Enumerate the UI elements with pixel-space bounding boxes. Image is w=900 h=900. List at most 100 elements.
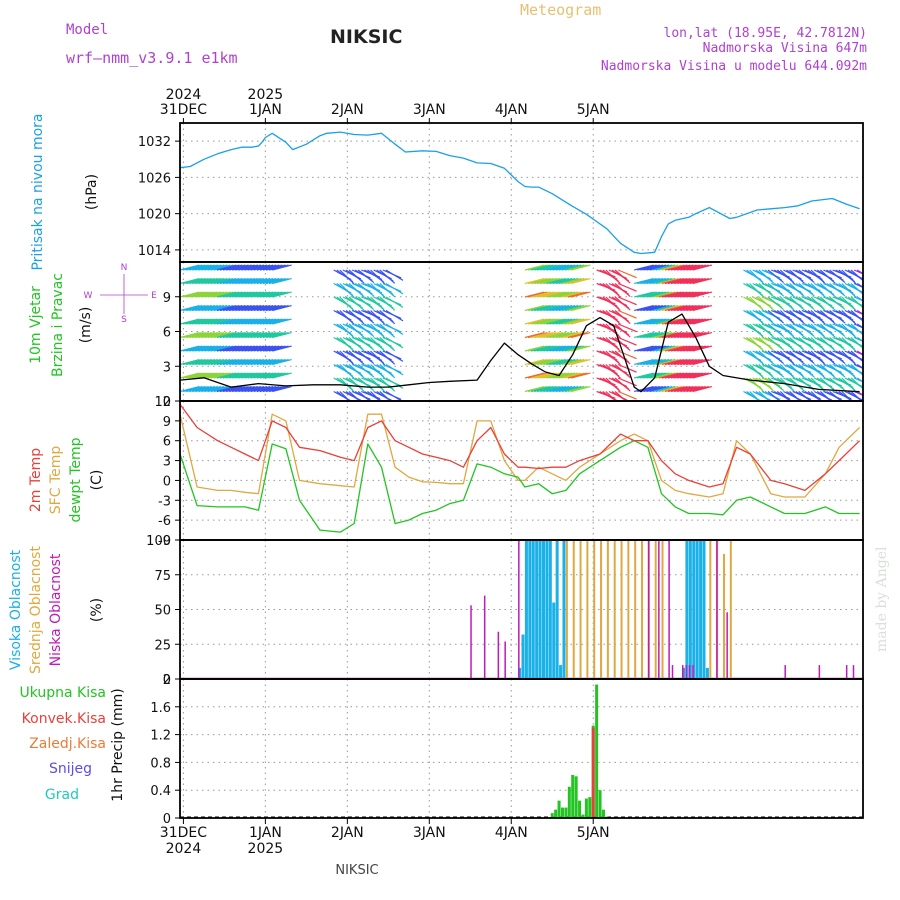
wind-barb — [570, 372, 591, 379]
wind-barb — [348, 283, 365, 298]
wind-barb — [567, 358, 588, 366]
temp-unit: (C) — [89, 470, 105, 491]
wind-barb — [256, 358, 277, 366]
temp-ylabel-2: SFC Temp — [48, 446, 64, 515]
wind-barb — [210, 345, 231, 352]
wind-barb — [570, 264, 591, 271]
wind-barb — [555, 291, 576, 298]
wind-barb — [692, 345, 713, 352]
wind-barb — [241, 385, 261, 393]
wind-barb — [646, 277, 667, 285]
wind-barb — [207, 358, 228, 366]
y-tick-label: 0 — [163, 812, 171, 827]
wind-barb — [649, 264, 670, 271]
wind-barb — [850, 377, 863, 390]
wind-barb — [617, 363, 637, 373]
wind-barb — [779, 377, 796, 393]
wind-barb — [643, 331, 663, 339]
wind-barb — [640, 372, 660, 379]
wind-barb — [244, 358, 265, 366]
wind-barb — [652, 358, 673, 366]
high-cloud-bar — [524, 540, 528, 679]
bottom-date-label: 4JAN — [495, 825, 528, 841]
mid-cloud-bar — [572, 540, 575, 679]
wind-barb — [219, 264, 240, 271]
wind-barb — [602, 391, 618, 401]
wind-barb — [829, 269, 846, 284]
wind-barb — [658, 331, 679, 339]
wind-barb — [253, 331, 274, 339]
compass-s: S — [121, 315, 127, 325]
wind-barb — [649, 304, 670, 312]
wind-barb — [540, 318, 560, 325]
wind-barb — [546, 372, 566, 379]
bottom-date-label: 3JAN — [413, 825, 446, 841]
wind-barb — [256, 345, 277, 352]
wind-barb — [605, 391, 617, 401]
wind-barb — [192, 291, 212, 298]
wind-barb — [634, 358, 654, 366]
mid-cloud-bar — [613, 540, 616, 679]
wind-barb — [201, 304, 222, 312]
precip-legend-item: Ukupna Kisa — [19, 685, 106, 701]
wind-barb — [370, 283, 386, 298]
temp-ylabel-3: dewpt Temp — [68, 437, 84, 522]
wind-barb — [605, 296, 621, 312]
wind-barb — [634, 372, 654, 379]
wind-barb — [674, 345, 694, 352]
wind-barb — [807, 391, 822, 401]
wind-barb — [265, 372, 286, 379]
high-cloud-bar — [541, 540, 545, 679]
wind-barb — [527, 372, 548, 379]
wind-barb — [692, 291, 713, 298]
wind-barb — [524, 358, 545, 366]
wind-barb — [192, 318, 212, 325]
high-cloud-bar — [548, 540, 552, 679]
wind-barb — [850, 391, 863, 401]
wind-barb — [617, 282, 637, 292]
wind-barb — [530, 264, 551, 271]
wind-barb — [829, 391, 843, 401]
wind-barb — [549, 385, 570, 393]
wind-barb — [207, 372, 228, 379]
wind-barb — [268, 345, 289, 352]
wind-barb — [667, 318, 688, 325]
wind-barb — [229, 372, 249, 379]
wind-barb — [758, 377, 775, 392]
wind-barb — [819, 391, 832, 401]
wind-barb — [798, 364, 815, 378]
wind-barb — [561, 291, 582, 298]
wind-barb — [204, 331, 225, 339]
wind-barb — [853, 377, 863, 383]
wind-barb — [634, 264, 654, 271]
wind-barb — [527, 385, 548, 393]
wind-barb — [537, 277, 557, 285]
wind-barb — [543, 318, 563, 325]
wind-barb — [533, 291, 554, 298]
wind-barb — [370, 310, 386, 325]
wind-barb — [357, 391, 371, 401]
wind-barb — [692, 264, 713, 271]
total-precip-bar — [601, 809, 605, 818]
wind-barb — [524, 277, 545, 285]
panel-frame-4: 0 0.4 0.8 1.2 1.6 2 Ukupna Kisa Konvek.Kisa Zale… — [19, 673, 863, 827]
wind-barb — [192, 264, 212, 271]
wind-barb — [655, 264, 676, 271]
wind-barb — [543, 385, 563, 393]
wind-barb — [661, 318, 682, 325]
wind-barb — [555, 372, 576, 379]
wind-barb — [238, 358, 258, 366]
wind-barb — [634, 304, 654, 312]
wind-barb — [767, 310, 784, 324]
wind-barb — [225, 372, 246, 379]
wind-barb — [798, 269, 815, 284]
wind-barb — [225, 358, 246, 366]
lonlat-text: lon,lat (18.95E, 42.7812N) — [664, 26, 868, 41]
high-cloud-bar — [545, 540, 549, 679]
mid-cloud-bar — [620, 540, 623, 679]
wind-barb — [232, 264, 252, 271]
wind-barb — [219, 277, 240, 285]
top-date-label: 31DEC — [160, 102, 207, 118]
wind-barb — [686, 304, 706, 312]
wind-barb — [564, 358, 585, 366]
